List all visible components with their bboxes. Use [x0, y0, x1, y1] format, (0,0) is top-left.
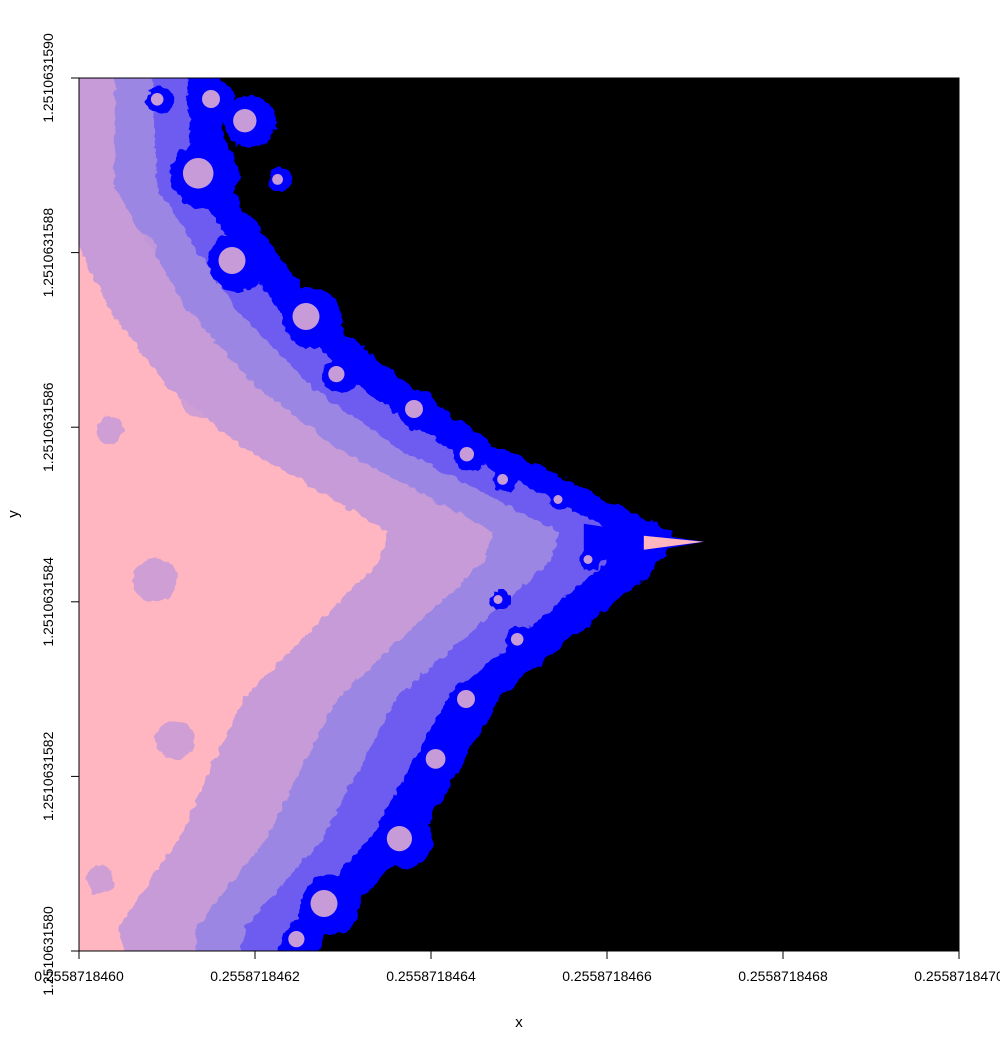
escape-band-4 [79, 248, 389, 951]
y-axis-title: y [5, 510, 22, 518]
bulb-inner [497, 474, 508, 485]
bulb-inner [459, 447, 474, 462]
x-tick-label: 0.2558718466 [562, 968, 652, 984]
bulb-inner [405, 400, 423, 418]
x-tick-label: 0.2558718470 [914, 968, 1000, 984]
y-tick-label: 1.2510631584 [40, 557, 56, 647]
bulb-inner [493, 595, 503, 604]
interior-blob [155, 720, 195, 760]
bulb-inner [510, 633, 524, 646]
fractal-bulbs [86, 80, 600, 951]
bulb-inner [182, 158, 214, 189]
y-tick-label: 1.2510631580 [40, 906, 56, 996]
x-tick-label: 0.2558718468 [738, 968, 828, 984]
bulb-inner [553, 495, 563, 504]
bulb-inner [218, 247, 246, 274]
y-tick-label: 1.2510631588 [40, 208, 56, 298]
bulb-inner [150, 93, 164, 106]
interior-blob [86, 866, 114, 894]
bulb-inner [583, 555, 593, 564]
y-tick-label: 1.2510631586 [40, 382, 56, 472]
bulb-inner [310, 890, 338, 917]
y-tick-label: 1.2510631590 [40, 33, 56, 123]
plot-area [79, 78, 959, 951]
bulb-inner [272, 174, 283, 185]
x-axis-title: x [515, 1014, 523, 1031]
interior-blob [96, 416, 124, 444]
y-tick-label: 1.2510631582 [40, 731, 56, 821]
bulb-inner [288, 931, 305, 948]
y-axis: 1.2510631580 1.2510631582 1.2510631584 1.25… [40, 33, 80, 996]
interior-blob [133, 558, 177, 602]
bulb-inner [328, 366, 345, 383]
tip-spike-core [643, 535, 704, 550]
interior-blob [124, 234, 156, 266]
x-tick-label: 0.2558718464 [386, 968, 476, 984]
bulb-inner [386, 826, 412, 852]
bulb-inner [292, 303, 320, 330]
x-tick-label: 0.2558718462 [210, 968, 300, 984]
bulb-inner [202, 90, 220, 108]
bulb-inner [233, 109, 257, 133]
interior-blob [166, 856, 194, 884]
interior-blob [143, 308, 187, 352]
bulb-inner [425, 749, 446, 769]
x-tick-label: 0.2558718460 [34, 968, 124, 984]
x-axis: 0.2558718460 0.2558718462 0.2558718464 0.25… [34, 950, 1000, 984]
interior-blob [182, 382, 218, 418]
bulb-inner [457, 690, 475, 708]
